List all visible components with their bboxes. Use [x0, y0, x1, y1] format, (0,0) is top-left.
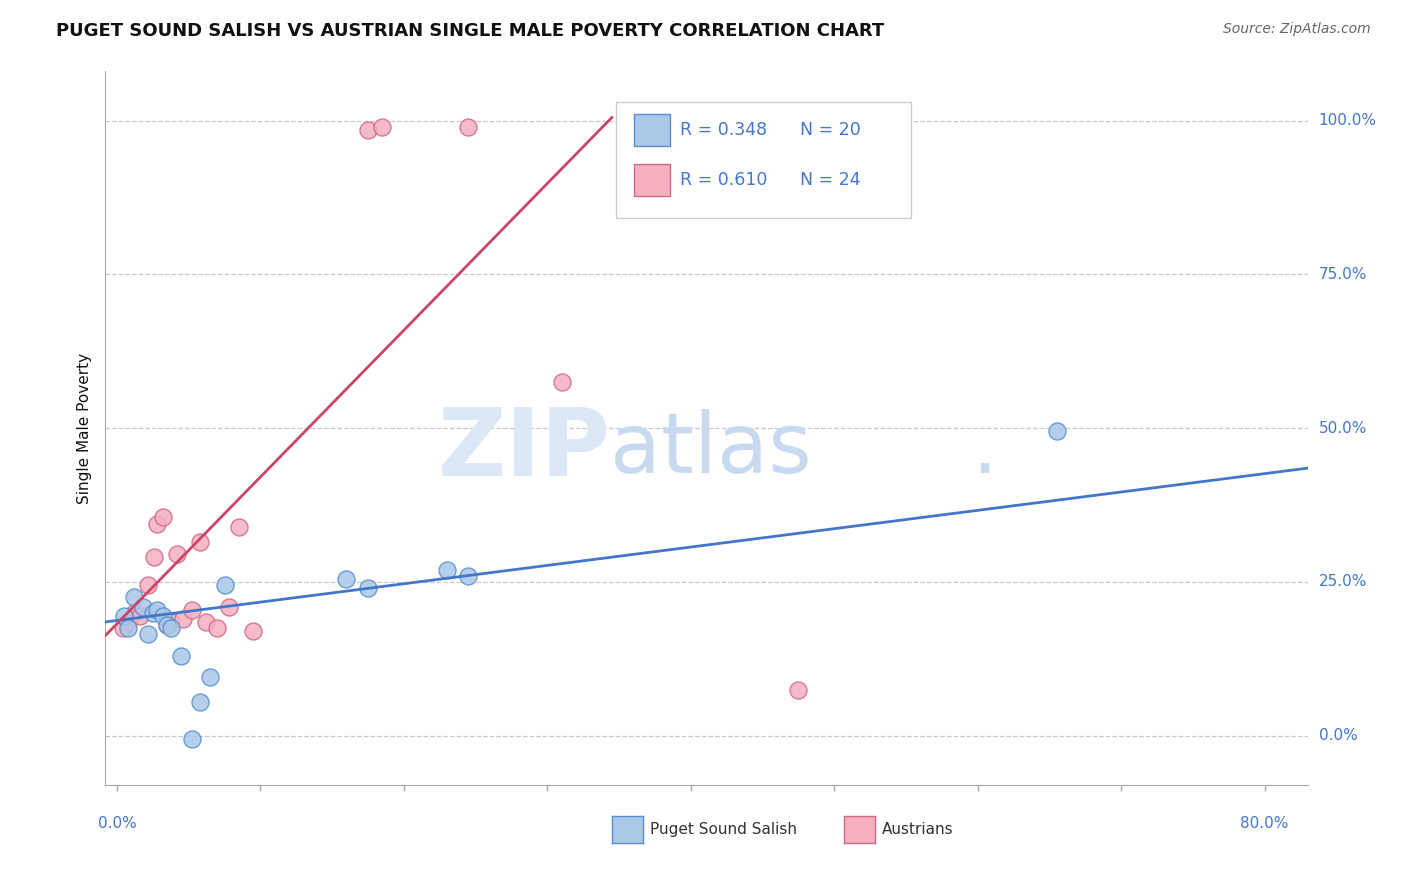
Y-axis label: Single Male Poverty: Single Male Poverty [77, 352, 93, 504]
Point [160, 615, 183, 629]
Point [117, 621, 139, 635]
Point [357, 123, 380, 137]
Point [166, 547, 188, 561]
Text: PUGET SOUND SALISH VS AUSTRIAN SINGLE MALE POVERTY CORRELATION CHART: PUGET SOUND SALISH VS AUSTRIAN SINGLE MA… [56, 22, 884, 40]
Point [787, 682, 810, 697]
Point [194, 615, 217, 629]
Point [228, 519, 250, 533]
Point [160, 621, 183, 635]
Point [172, 612, 194, 626]
Point [188, 535, 211, 549]
Point [188, 695, 211, 709]
Point [142, 606, 165, 620]
Point [371, 120, 394, 134]
Point [1045, 424, 1067, 438]
Point [117, 615, 139, 629]
Text: 80.0%: 80.0% [1240, 815, 1289, 830]
Point [146, 602, 169, 616]
Point [550, 375, 572, 389]
Text: 100.0%: 100.0% [1319, 113, 1376, 128]
Text: 0.0%: 0.0% [97, 815, 136, 830]
Point [457, 569, 479, 583]
Text: 25.0%: 25.0% [1319, 574, 1367, 590]
Point [180, 731, 202, 746]
Point [132, 599, 155, 614]
Point [335, 572, 357, 586]
Point [180, 602, 202, 616]
Point [152, 608, 174, 623]
Point [138, 578, 160, 592]
Text: 0.0%: 0.0% [1319, 728, 1357, 743]
Point [242, 624, 264, 639]
Point [143, 550, 166, 565]
Point [156, 618, 179, 632]
Point [128, 608, 150, 623]
Text: N = 24: N = 24 [800, 171, 860, 189]
Text: 50.0%: 50.0% [1319, 421, 1367, 435]
Text: R = 0.348: R = 0.348 [681, 121, 768, 139]
Text: N = 20: N = 20 [800, 121, 860, 139]
Text: R = 0.610: R = 0.610 [681, 171, 768, 189]
Point [112, 608, 135, 623]
Text: .: . [972, 409, 997, 490]
Point [122, 591, 145, 605]
Point [457, 120, 479, 134]
Text: Austrians: Austrians [882, 822, 953, 837]
Point [198, 670, 221, 684]
Point [152, 510, 174, 524]
Text: Source: ZipAtlas.com: Source: ZipAtlas.com [1223, 22, 1371, 37]
FancyBboxPatch shape [634, 164, 671, 196]
FancyBboxPatch shape [616, 102, 911, 218]
Point [214, 578, 236, 592]
Point [156, 618, 179, 632]
Point [207, 621, 229, 635]
FancyBboxPatch shape [634, 114, 671, 146]
Point [122, 606, 145, 620]
Point [436, 563, 458, 577]
Text: Puget Sound Salish: Puget Sound Salish [650, 822, 797, 837]
Point [146, 516, 169, 531]
Text: atlas: atlas [610, 409, 813, 490]
Point [218, 599, 240, 614]
Point [170, 648, 193, 663]
Text: 75.0%: 75.0% [1319, 267, 1367, 282]
Point [138, 627, 160, 641]
Text: ZIP: ZIP [437, 403, 610, 496]
Point [357, 581, 380, 595]
Point [111, 621, 134, 635]
